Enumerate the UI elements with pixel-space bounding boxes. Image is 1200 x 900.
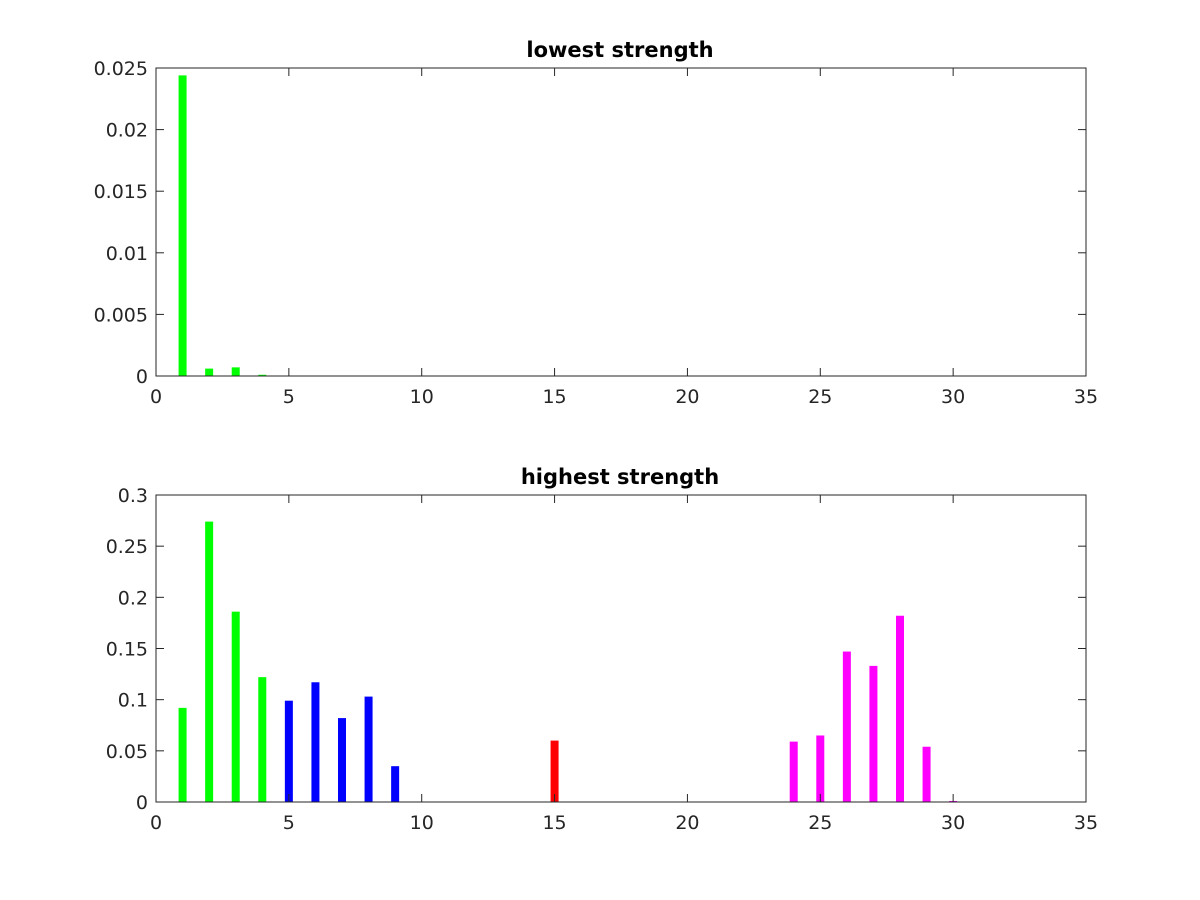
bottom-bar [842,651,851,802]
bottom-bar [789,741,798,802]
top-subplot: lowest strength 0 5 10 15 20 25 30 35 0 0.005 0.01… [94,38,1099,408]
bottom-bar [258,677,267,802]
bottom-ytick-label: 0.15 [106,639,148,661]
top-xtick-label: 10 [410,386,434,408]
bottom-xtick-label: 20 [675,812,699,834]
bottom-ytick-label: 0.05 [106,741,148,763]
top-xtick-label: 5 [283,386,295,408]
bottom-subplot: highest strength 0 5 10 15 20 25 30 3500.050.10… [106,465,1098,834]
bottom-ytick-label: 0.2 [118,587,148,609]
bottom-bar [391,766,400,802]
top-xtick-label: 15 [542,386,566,408]
bottom-xtick-label: 25 [808,812,832,834]
bottom-bar [816,735,825,802]
top-ytick-label: 0.02 [106,120,148,142]
top-subplot-title: lowest strength [526,38,713,62]
bottom-bar [364,696,373,802]
top-xtick-label: 30 [941,386,965,408]
top-bar [205,368,214,376]
top-ytick-label: 0.015 [94,181,148,203]
bottom-xtick-label: 10 [410,812,434,834]
bottom-bar [869,665,878,802]
top-xtick-label: 35 [1074,386,1098,408]
top-bar [178,75,187,376]
bottom-bar [338,718,346,802]
bottom-bar [550,740,559,802]
bottom-ytick-label: 0.3 [118,485,148,507]
top-bar [258,374,267,376]
top-subplot-tick-labels: 0 5 10 15 20 25 30 35 0 0.005 0.01 0.015 0.02 0.025 [94,58,1099,408]
bottom-bar [284,700,293,802]
top-ytick-label: 0.01 [106,243,148,265]
bottom-xtick-label: 35 [1074,812,1098,834]
bottom-subplot-title: highest strength [521,465,719,489]
bottom-ytick-label: 0.25 [106,536,148,558]
bottom-bar [311,682,320,802]
bottom-ytick-label: 0 [136,792,148,814]
bottom-subplot-bars [178,521,958,802]
bottom-bar [205,521,214,802]
bottom-xtick-label: 5 [283,812,295,834]
top-ytick-label: 0.025 [94,58,148,80]
top-ytick-label: 0 [136,366,148,388]
top-xtick-label: 20 [675,386,699,408]
top-subplot-axes-box [155,67,1087,377]
bottom-bar [231,611,240,802]
bottom-bar [922,746,931,802]
top-ytick-label: 0.005 [94,304,148,326]
bottom-subplot-axes-box [155,494,1087,803]
bottom-bar [178,707,187,802]
bottom-subplot-tick-labels: 0 5 10 15 20 25 30 35 0 0.05 0.1 0.15 0.2 0.25 0.3 [106,485,1098,834]
top-xtick-label: 0 [150,386,162,408]
bottom-xtick-label: 15 [542,812,566,834]
bottom-xtick-label: 30 [941,812,965,834]
bottom-bar [896,615,904,802]
top-xtick-label: 25 [808,386,832,408]
bottom-xtick-label: 0 [150,812,162,834]
top-bar [231,367,240,376]
top-subplot-bars [178,75,267,376]
bottom-ytick-label: 0.1 [118,690,148,712]
